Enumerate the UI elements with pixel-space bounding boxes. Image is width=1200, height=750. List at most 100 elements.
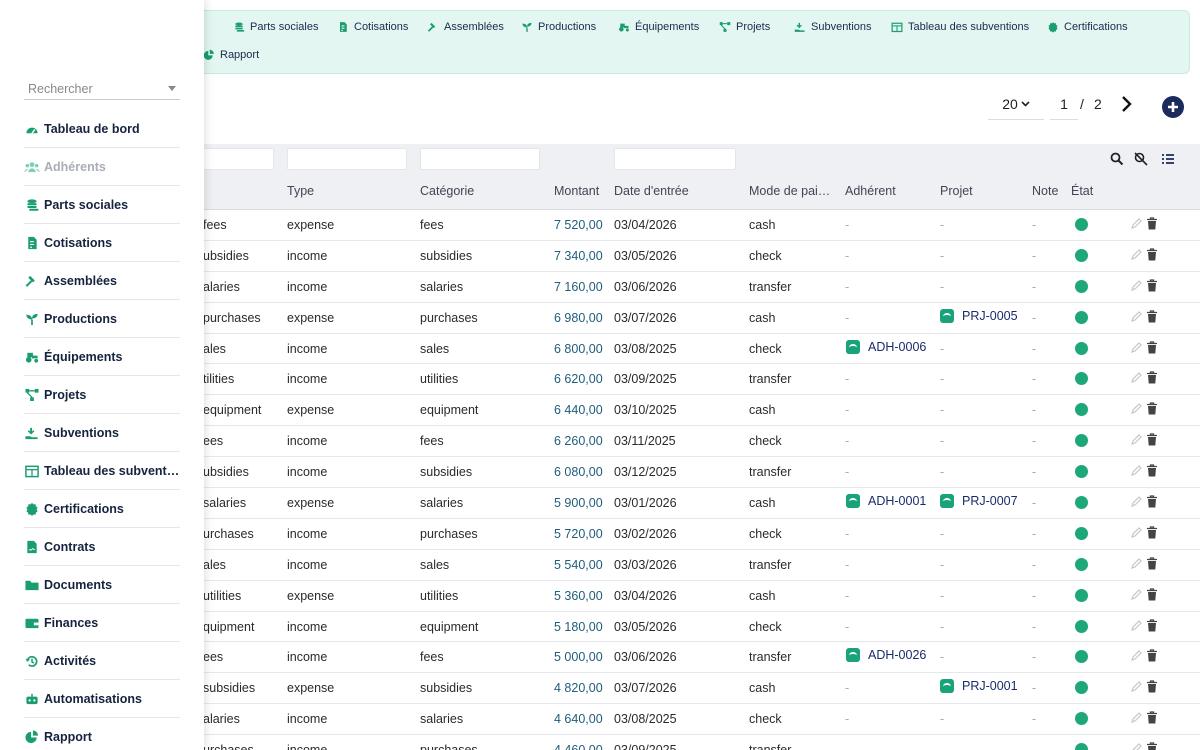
page-size-select[interactable]: 20 [988, 88, 1044, 120]
sidebar-item-documents[interactable]: Documents [24, 566, 180, 604]
trash-icon[interactable] [1146, 371, 1158, 384]
clear-search-icon[interactable] [1134, 152, 1148, 166]
trash-icon[interactable] [1146, 742, 1158, 750]
trash-icon[interactable] [1146, 217, 1158, 230]
sidebar-item-finances[interactable]: Finances [24, 604, 180, 642]
cell-type: expense [287, 310, 335, 325]
sidebar-item-productions[interactable]: Productions [24, 300, 180, 338]
edit-icon[interactable] [1130, 433, 1142, 446]
sidebar-item-activités[interactable]: Activités [24, 642, 180, 680]
topnav-item-assemblées[interactable]: Assemblées [427, 21, 504, 33]
edit-icon[interactable] [1130, 279, 1142, 292]
trash-icon[interactable] [1146, 248, 1158, 261]
edit-icon[interactable] [1130, 680, 1142, 693]
header-type[interactable]: Type [287, 184, 315, 198]
filter-type-input[interactable] [287, 148, 407, 170]
project-link[interactable]: PRJ-0007 [940, 494, 1018, 509]
edit-icon[interactable] [1130, 464, 1142, 477]
header-amount[interactable]: Montant [554, 184, 600, 198]
sidebar-item-tableau-des-subvent[interactable]: Tableau des subvent… [24, 452, 180, 490]
trash-icon[interactable] [1146, 680, 1158, 693]
sidebar-item-rapport[interactable]: Rapport [24, 718, 180, 750]
header-member[interactable]: Adhérent [845, 184, 896, 198]
edit-icon[interactable] [1130, 588, 1142, 601]
topnav-item-subventions[interactable]: Subventions [794, 21, 872, 33]
topnav-item-rapport[interactable]: Rapport [203, 49, 259, 61]
header-category[interactable]: Catégorie [420, 184, 475, 198]
edit-icon[interactable] [1130, 619, 1142, 632]
sidebar-search-input[interactable]: Rechercher [24, 78, 180, 100]
member-link[interactable]: ADH-0006 [846, 339, 926, 354]
sidebar-item-contrats[interactable]: Contrats [24, 528, 180, 566]
sidebar-item-adhérents[interactable]: Adhérents [24, 148, 180, 186]
trash-icon[interactable] [1146, 649, 1158, 662]
topnav-item-certifications[interactable]: Certifications [1047, 21, 1128, 33]
edit-icon[interactable] [1130, 341, 1142, 354]
edit-icon[interactable] [1130, 742, 1142, 750]
add-record-button[interactable] [1162, 96, 1184, 118]
edit-icon[interactable] [1130, 557, 1142, 570]
edit-icon[interactable] [1130, 217, 1142, 230]
sidebar-item-label: Subventions [44, 425, 120, 440]
header-project[interactable]: Projet [940, 184, 973, 198]
search-icon[interactable] [1110, 152, 1124, 166]
current-page-input[interactable]: 1 [1050, 88, 1078, 120]
edit-icon[interactable] [1130, 371, 1142, 384]
cell-member: - [845, 248, 850, 263]
sidebar-item-certifications[interactable]: Certifications [24, 490, 180, 528]
project-link[interactable]: PRJ-0001 [940, 679, 1018, 694]
filter-category-input[interactable] [420, 148, 540, 170]
edit-icon[interactable] [1130, 526, 1142, 539]
sidebar-item-label: Productions [44, 311, 117, 326]
column-list-icon[interactable] [1161, 152, 1175, 166]
trash-icon[interactable] [1146, 310, 1158, 323]
current-page-value: 1 [1060, 95, 1068, 112]
filter-date-input[interactable] [614, 148, 736, 170]
cell-note: - [1032, 650, 1037, 665]
trash-icon[interactable] [1146, 279, 1158, 292]
sidebar-item-tableau-de-bord[interactable]: Tableau de bord [24, 110, 180, 148]
header-status[interactable]: État [1071, 184, 1094, 198]
cell-type: expense [287, 681, 335, 696]
topnav-item-label: Parts sociales [250, 21, 319, 33]
header-date[interactable]: Date d'entrée [614, 184, 689, 198]
member-link[interactable]: ADH-0026 [846, 648, 926, 663]
member-link[interactable]: ADH-0001 [846, 494, 926, 509]
edit-icon[interactable] [1130, 402, 1142, 415]
topnav-item-équipements[interactable]: Équipements [618, 21, 699, 33]
project-link[interactable]: PRJ-0005 [940, 308, 1018, 323]
topnav-item-tableau-des-subventions[interactable]: Tableau des subventions [891, 21, 1029, 33]
next-page-icon[interactable] [1118, 94, 1136, 114]
sidebar-item-subventions[interactable]: Subventions [24, 414, 180, 452]
header-note[interactable]: Note [1032, 184, 1059, 198]
page-separator: / [1080, 96, 1084, 112]
topnav-item-productions[interactable]: Productions [521, 21, 596, 33]
topnav-item-projets[interactable]: Projets [719, 21, 770, 33]
trash-icon[interactable] [1146, 340, 1158, 354]
trash-icon[interactable] [1146, 433, 1158, 446]
edit-icon[interactable] [1130, 495, 1142, 508]
sidebar-item-cotisations[interactable]: Cotisations [24, 224, 180, 262]
trash-icon[interactable] [1146, 711, 1158, 724]
trash-icon[interactable] [1146, 402, 1158, 415]
trash-icon[interactable] [1146, 464, 1158, 477]
edit-icon[interactable] [1130, 310, 1142, 323]
topnav-item-parts-sociales[interactable]: Parts sociales [233, 21, 318, 33]
trash-icon[interactable] [1146, 526, 1158, 539]
sidebar-item-automatisations[interactable]: Automatisations [24, 680, 180, 718]
trash-icon[interactable] [1146, 557, 1158, 570]
sidebar-item-projets[interactable]: Projets [24, 376, 180, 414]
edit-icon[interactable] [1130, 649, 1142, 662]
topnav-item-cotisations[interactable]: Cotisations [337, 21, 408, 33]
header-payment-mode[interactable]: Mode de pai… [749, 184, 831, 198]
trash-icon[interactable] [1146, 588, 1158, 601]
sidebar-item-parts-sociales[interactable]: Parts sociales [24, 186, 180, 224]
edit-icon[interactable] [1130, 711, 1142, 724]
trash-icon[interactable] [1146, 495, 1158, 508]
sidebar-item-équipements[interactable]: Équipements [24, 338, 180, 376]
table-row[interactable]: urchases income purchases 4 460,00 03/09/202… [0, 735, 1200, 750]
edit-icon[interactable] [1130, 248, 1142, 261]
trash-icon[interactable] [1146, 618, 1158, 632]
sidebar-item-assemblées[interactable]: Assemblées [24, 262, 180, 300]
cell-category: purchases [420, 310, 478, 325]
